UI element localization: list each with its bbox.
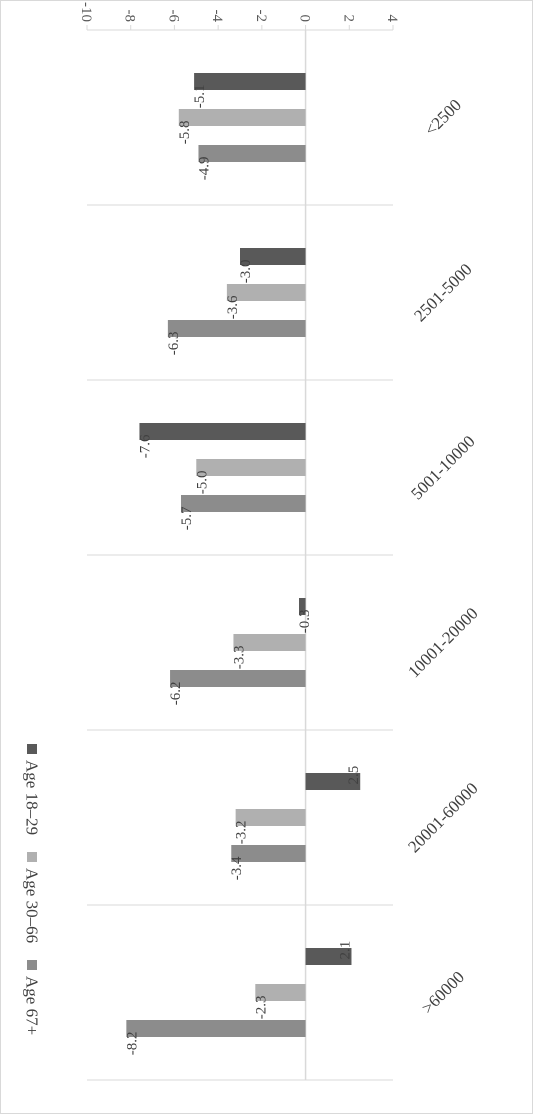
- bar: [178, 109, 306, 126]
- data-label: -5.0: [194, 471, 210, 495]
- legend-label: Age 30–66: [23, 868, 42, 943]
- data-label: -5.7: [179, 506, 195, 530]
- data-label: -2.3: [253, 996, 269, 1020]
- data-label: -5.1: [192, 85, 208, 109]
- data-label: -6.3: [166, 332, 182, 356]
- data-label: -7.6: [137, 434, 153, 458]
- value-tick-label: 4: [384, 15, 400, 23]
- data-label: -8.2: [124, 1032, 140, 1056]
- value-tick-label: 2: [340, 15, 356, 23]
- bar: [231, 845, 306, 862]
- bar: [198, 145, 306, 162]
- category-label: 2501-5000: [410, 260, 476, 326]
- data-label: -3.6: [225, 295, 241, 319]
- legend-swatch: [27, 852, 37, 862]
- bar: [139, 423, 306, 440]
- data-label: -3.3: [231, 646, 247, 670]
- legend-label: Age 67+: [23, 976, 42, 1035]
- data-label: -0.3: [297, 610, 313, 634]
- bar: [167, 320, 306, 337]
- data-label: -6.2: [168, 682, 184, 706]
- legend-swatch: [27, 960, 37, 970]
- category-label: 20001-60000: [404, 779, 482, 857]
- plot-group: 4 2 0 -2 -4 -6 -8 -10 -5.1 -3.0 -7.6 -0.3 2.5 2.1 -5.8…: [23, 2, 482, 1081]
- data-label: -3.0: [238, 260, 254, 284]
- bar: [170, 670, 306, 687]
- data-label: 2.1: [337, 941, 353, 960]
- category-label: >60000: [418, 967, 468, 1017]
- value-tick-label: -6: [165, 10, 181, 23]
- value-tick-label: 0: [297, 15, 313, 23]
- bar: [126, 1020, 306, 1037]
- legend: Age 18–29 Age 30–66 Age 67+: [23, 744, 42, 1035]
- value-tick-label: -10: [78, 2, 94, 22]
- bar: [233, 634, 306, 651]
- value-tick-label: -4: [209, 10, 225, 23]
- bar: [255, 984, 306, 1001]
- data-label: -4.9: [196, 157, 212, 181]
- bar: [305, 948, 352, 965]
- value-tick-label: -2: [253, 10, 269, 23]
- data-label: 2.5: [346, 766, 362, 785]
- bar: [305, 773, 361, 790]
- legend-swatch: [27, 744, 37, 754]
- category-label: <2500: [421, 95, 465, 139]
- category-label: 10001-20000: [404, 604, 482, 682]
- bar: [240, 248, 306, 265]
- legend-label: Age 18–29: [23, 760, 42, 835]
- value-tick-label: -8: [122, 10, 138, 23]
- bar: [299, 598, 306, 615]
- category-label: 5001-10000: [407, 432, 479, 504]
- bar: [180, 495, 306, 512]
- bar: [196, 459, 306, 476]
- data-label: -3.2: [234, 821, 250, 845]
- bar: [226, 284, 306, 301]
- data-label: -5.8: [177, 121, 193, 145]
- bar: [194, 73, 306, 90]
- data-label: -3.4: [229, 856, 245, 880]
- bar: [235, 809, 306, 826]
